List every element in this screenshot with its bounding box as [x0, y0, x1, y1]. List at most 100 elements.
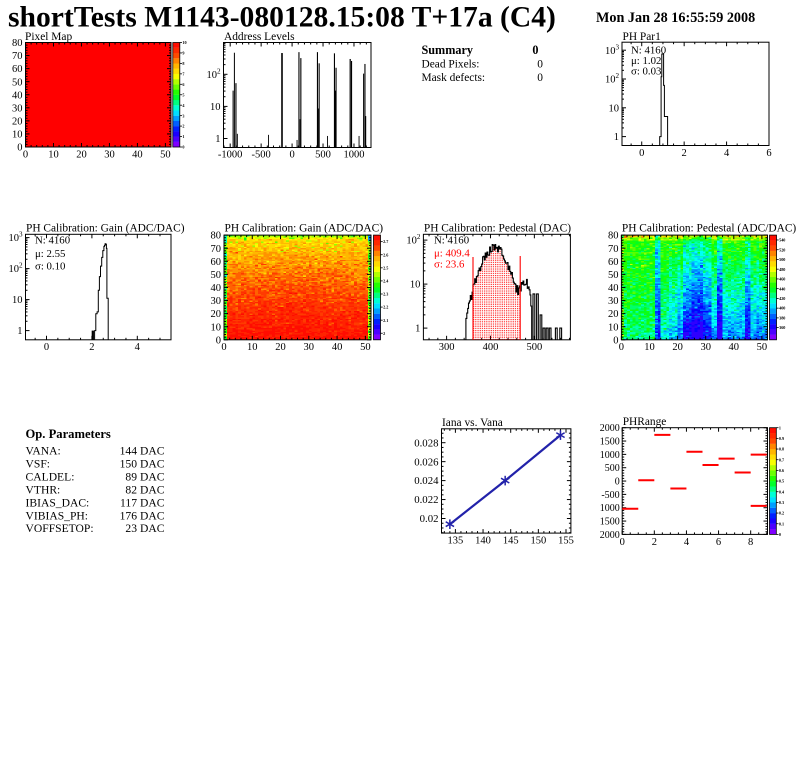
svg-text:0.028: 0.028: [414, 437, 438, 449]
svg-text:80: 80: [12, 38, 23, 49]
svg-text:89: 89: [125, 470, 137, 483]
svg-text:20: 20: [275, 342, 286, 353]
svg-text:0.022: 0.022: [414, 494, 438, 506]
svg-text:2.5: 2.5: [383, 265, 388, 270]
svg-text:σ: 23.6: σ: 23.6: [434, 259, 465, 271]
svg-text:0: 0: [44, 342, 49, 353]
svg-text:140: 140: [475, 536, 491, 547]
svg-text:2000: 2000: [600, 423, 620, 434]
svg-text:40: 40: [12, 90, 23, 101]
svg-text:1: 1: [614, 132, 619, 143]
svg-text:500: 500: [779, 257, 785, 262]
svg-text:1: 1: [215, 134, 220, 145]
svg-text:40: 40: [211, 283, 222, 294]
svg-text:6: 6: [182, 82, 184, 87]
svg-text:-1000: -1000: [218, 150, 243, 161]
svg-text:0: 0: [182, 145, 184, 150]
svg-text:80: 80: [211, 231, 222, 242]
svg-text:0.6: 0.6: [779, 468, 784, 473]
svg-text:Iana vs. Vana: Iana vs. Vana: [442, 417, 503, 429]
svg-text:DAC: DAC: [140, 496, 165, 509]
svg-text:8: 8: [182, 61, 184, 66]
svg-text:0.9: 0.9: [779, 436, 784, 441]
svg-text:VTHR:: VTHR:: [26, 483, 61, 496]
svg-text:σ: 0.03: σ: 0.03: [631, 66, 661, 78]
svg-text:Dead Pixels:: Dead Pixels:: [422, 59, 480, 71]
svg-text:2: 2: [682, 148, 687, 159]
svg-text:1000: 1000: [600, 450, 620, 461]
svg-text:117: 117: [120, 496, 137, 509]
svg-text:0: 0: [532, 43, 538, 57]
svg-text:82: 82: [125, 483, 137, 496]
svg-text:0.5: 0.5: [779, 479, 784, 484]
svg-text:30: 30: [12, 103, 23, 114]
svg-text:145: 145: [503, 536, 519, 547]
svg-text:10: 10: [247, 342, 258, 353]
svg-text:VOFFSETOP:: VOFFSETOP:: [26, 522, 94, 535]
svg-text:0.4: 0.4: [779, 489, 785, 494]
svg-text:0: 0: [289, 150, 294, 161]
svg-text:4: 4: [182, 103, 185, 108]
svg-text:20: 20: [608, 309, 619, 320]
svg-text:VSF:: VSF:: [26, 457, 51, 470]
svg-text:60: 60: [211, 257, 222, 268]
svg-text:Summary: Summary: [422, 43, 473, 57]
svg-text:420: 420: [779, 296, 785, 301]
svg-text:1: 1: [415, 324, 420, 335]
svg-text:176: 176: [120, 509, 138, 522]
svg-text:5: 5: [182, 92, 184, 97]
svg-text:DAC: DAC: [140, 470, 165, 483]
svg-text:500: 500: [315, 150, 331, 161]
svg-text:500: 500: [605, 463, 620, 474]
svg-text:shortTests M1143-080128.15:08: shortTests M1143-080128.15:08 T+17a (C4): [8, 2, 556, 34]
svg-text:50: 50: [12, 77, 23, 88]
svg-text:0.026: 0.026: [414, 456, 439, 468]
svg-text:40: 40: [608, 283, 619, 294]
svg-text:480: 480: [779, 267, 785, 272]
svg-text:0.3: 0.3: [779, 500, 784, 505]
svg-text:9: 9: [182, 51, 184, 56]
svg-text:0: 0: [619, 342, 624, 353]
svg-text:10: 10: [608, 322, 619, 333]
svg-text:VANA:: VANA:: [26, 445, 61, 458]
svg-text:8: 8: [748, 537, 753, 548]
svg-text:1500: 1500: [600, 436, 620, 447]
svg-text:10: 10: [48, 150, 59, 161]
svg-text:μ: 2.55: μ: 2.55: [35, 248, 65, 260]
svg-text:40: 40: [332, 342, 343, 353]
svg-text:440: 440: [779, 286, 785, 291]
svg-text:7: 7: [182, 71, 184, 76]
svg-text:0: 0: [620, 537, 625, 548]
svg-text:Mon Jan 28 16:55:59 2008: Mon Jan 28 16:55:59 2008: [596, 10, 755, 26]
svg-text:20: 20: [76, 150, 87, 161]
svg-text:1000: 1000: [343, 150, 364, 161]
svg-text:10: 10: [210, 102, 221, 113]
svg-text:20: 20: [672, 342, 683, 353]
svg-text:6: 6: [766, 148, 771, 159]
svg-text:DAC: DAC: [140, 522, 165, 535]
svg-text:0.2: 0.2: [779, 511, 784, 516]
svg-text:0: 0: [221, 342, 226, 353]
svg-text:2: 2: [652, 537, 657, 548]
svg-text:PH Calibration: Pedestal (DAC): PH Calibration: Pedestal (DAC): [424, 223, 571, 235]
svg-text:155: 155: [558, 536, 574, 547]
svg-text:10: 10: [609, 103, 620, 114]
svg-text:10: 10: [211, 322, 222, 333]
svg-text:150: 150: [530, 536, 546, 547]
svg-text:135: 135: [448, 536, 464, 547]
svg-text:4: 4: [684, 537, 690, 548]
svg-text:-500: -500: [601, 490, 619, 501]
svg-text:50: 50: [757, 342, 768, 353]
svg-text:400: 400: [483, 342, 499, 353]
svg-text:6: 6: [716, 537, 721, 548]
svg-text:Mask defects:: Mask defects:: [422, 72, 486, 84]
svg-text:PHRange: PHRange: [623, 416, 667, 428]
svg-text:0: 0: [23, 150, 28, 161]
svg-text:-500: -500: [252, 150, 271, 161]
svg-text:0.7: 0.7: [779, 457, 784, 462]
svg-text:50: 50: [211, 270, 222, 281]
svg-text:0: 0: [537, 59, 543, 71]
svg-text:DAC: DAC: [140, 457, 165, 470]
svg-text:70: 70: [608, 244, 619, 255]
svg-text:CALDEL:: CALDEL:: [26, 470, 75, 483]
